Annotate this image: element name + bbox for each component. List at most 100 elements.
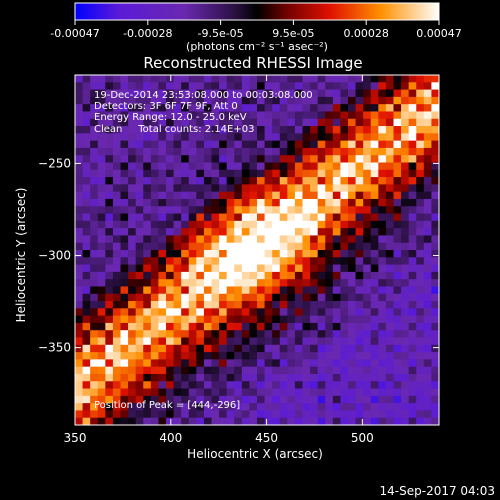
- heatmap-cell: [287, 96, 296, 105]
- heatmap-cell: [340, 381, 349, 389]
- heatmap-cell: [188, 315, 197, 324]
- heatmap-cell: [150, 264, 159, 273]
- heatmap-cell: [272, 118, 281, 127]
- heatmap-cell: [294, 206, 303, 214]
- heatmap-cell: [249, 250, 258, 258]
- heatmap-cell: [408, 75, 417, 83]
- heatmap-cell: [287, 359, 296, 368]
- heatmap-cell: [257, 352, 265, 360]
- heatmap-cell: [105, 126, 114, 134]
- heatmap-cell: [355, 89, 364, 98]
- heatmap-cell: [226, 337, 235, 346]
- heatmap-cell: [120, 417, 129, 426]
- heatmap-cell: [75, 184, 83, 193]
- heatmap-cell: [317, 111, 326, 120]
- heatmap-cell: [234, 220, 243, 229]
- heatmap-cell: [264, 410, 273, 419]
- heatmap-cell: [279, 293, 288, 302]
- heatmap-cell: [378, 308, 387, 317]
- heatmap-cell: [408, 301, 417, 309]
- heatmap-cell: [196, 220, 205, 229]
- heatmap-cell: [279, 184, 288, 193]
- heatmap-cell: [181, 315, 190, 324]
- heatmap-cell: [166, 410, 174, 419]
- heatmap-cell: [150, 337, 159, 346]
- heatmap-cell: [378, 301, 387, 309]
- heatmap-cell: [310, 184, 319, 193]
- heatmap-cell: [143, 104, 152, 112]
- heatmap-cell: [401, 381, 410, 389]
- heatmap-cell: [325, 111, 334, 120]
- heatmap-cell: [423, 395, 432, 404]
- heatmap-cell: [211, 279, 220, 287]
- heatmap-cell: [211, 330, 220, 338]
- heatmap-cell: [294, 388, 303, 397]
- heatmap-cell: [401, 344, 410, 353]
- heatmap-cell: [112, 344, 121, 353]
- heatmap-cell: [385, 213, 394, 222]
- heatmap-cell: [279, 162, 288, 171]
- heatmap-cell: [188, 308, 197, 317]
- heatmap-cell: [249, 279, 258, 287]
- heatmap-cell: [355, 220, 364, 229]
- heatmap-cell: [317, 352, 326, 360]
- heatmap-cell: [272, 264, 281, 273]
- heatmap-cell: [332, 337, 341, 346]
- heatmap-cell: [302, 242, 311, 251]
- heatmap-cell: [166, 111, 174, 120]
- heatmap-cell: [370, 301, 379, 309]
- heatmap-cell: [211, 111, 220, 120]
- heatmap-cell: [90, 352, 99, 360]
- heatmap-cell: [279, 271, 288, 280]
- heatmap-cell: [287, 330, 296, 338]
- heatmap-cell: [135, 82, 144, 90]
- heatmap-cell: [128, 96, 137, 105]
- heatmap-cell: [310, 147, 319, 156]
- heatmap-cell: [257, 169, 265, 178]
- heatmap-cell: [97, 162, 106, 171]
- peak-position-label: Position of Peak = [444,-296]: [94, 400, 240, 411]
- heatmap-cell: [363, 228, 372, 236]
- heatmap-cell: [203, 206, 212, 214]
- heatmap-cell: [166, 344, 174, 353]
- heatmap-cell: [317, 344, 326, 353]
- heatmap-cell: [325, 395, 334, 404]
- heatmap-cell: [120, 177, 129, 185]
- heatmap-cell: [370, 388, 379, 397]
- heatmap-cell: [257, 264, 265, 273]
- heatmap-cell: [393, 250, 402, 258]
- heatmap-cell: [416, 293, 425, 302]
- heatmap-cell: [150, 140, 159, 149]
- heatmap-cell: [401, 301, 410, 309]
- heatmap-cell: [173, 308, 182, 317]
- heatmap-cell: [378, 140, 387, 149]
- heatmap-cell: [393, 82, 402, 90]
- heatmap-cell: [249, 228, 258, 236]
- heatmap-cell: [241, 140, 250, 149]
- heatmap-cell: [226, 264, 235, 273]
- heatmap-cell: [188, 82, 197, 90]
- heatmap-cell: [181, 96, 190, 105]
- heatmap-cell: [294, 366, 303, 375]
- heatmap-cell: [325, 344, 334, 353]
- heatmap-cell: [340, 213, 349, 222]
- heatmap-cell: [150, 395, 159, 404]
- heatmap-cell: [196, 118, 205, 127]
- heatmap-cell: [173, 250, 182, 258]
- heatmap-cell: [332, 140, 341, 149]
- heatmap-cell: [120, 213, 129, 222]
- heatmap-cell: [120, 89, 129, 98]
- heatmap-cell: [416, 89, 425, 98]
- heatmap-cell: [423, 381, 432, 389]
- heatmap-cell: [401, 388, 410, 397]
- heatmap-cell: [393, 417, 402, 426]
- heatmap-cell: [332, 242, 341, 251]
- heatmap-cell: [370, 271, 379, 280]
- heatmap-cell: [249, 271, 258, 280]
- heatmap-cell: [385, 147, 394, 156]
- heatmap-cell: [431, 133, 440, 142]
- heatmap-cell: [75, 242, 83, 251]
- heatmap-cell: [75, 75, 83, 83]
- heatmap-cell: [173, 373, 182, 382]
- heatmap-cell: [188, 410, 197, 419]
